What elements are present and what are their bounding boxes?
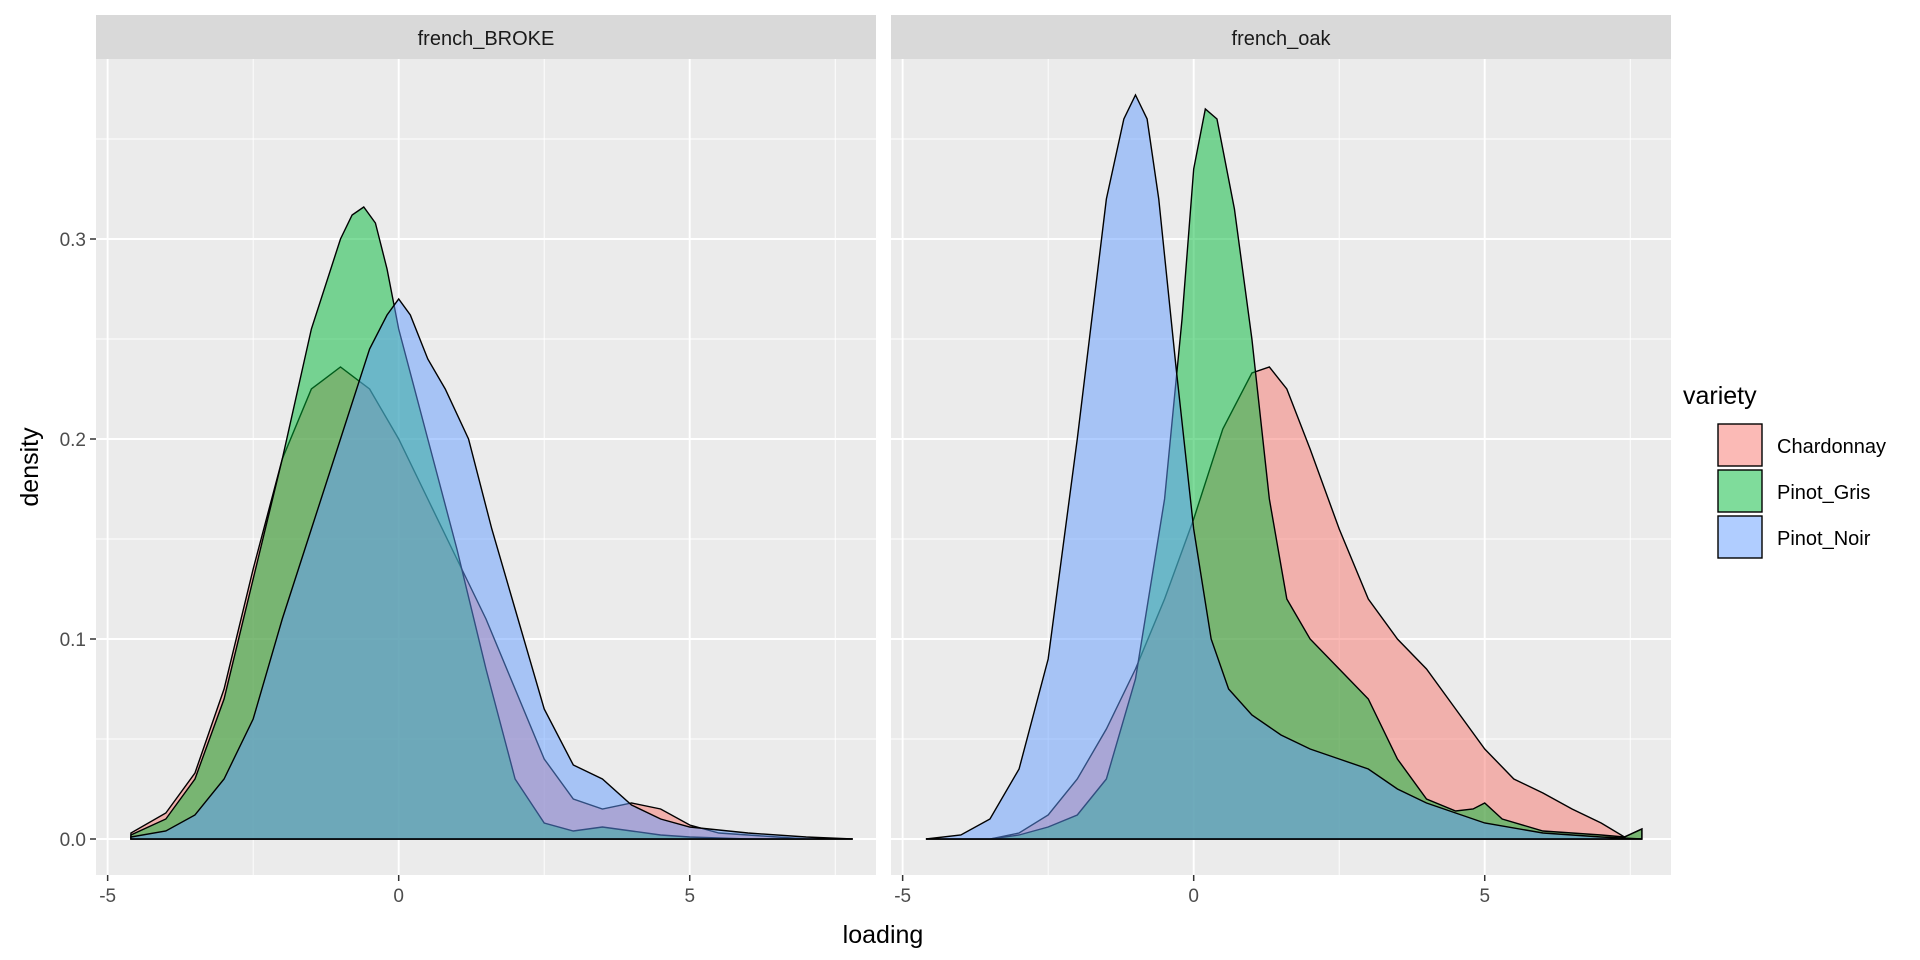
facet-series-french-oak [925,93,1643,840]
x-tick-label: 5 [1479,886,1490,907]
x-tick-label: -5 [99,886,116,907]
facet-strip-french-oak [891,15,1671,59]
legend-key-chardonnay [1717,423,1763,467]
y-axis-ticks: 0.0 0.1 0.2 0.3 [60,230,96,851]
x-tick-label: -5 [894,886,911,907]
facet-strip-label-french-broke: french_BROKE [418,28,555,50]
legend-item-pinot-noir: Pinot_Noir [1717,515,1871,559]
facet-x-ticks-french-oak: -5 0 5 [894,875,1490,907]
facet-french-oak: french_oak -5 0 5 [891,15,1671,907]
legend-label-pinot-gris: Pinot_Gris [1777,482,1870,504]
legend-title: variety [1683,382,1757,410]
x-axis-title: loading [843,921,924,949]
legend-item-chardonnay: Chardonnay [1717,423,1886,467]
y-axis-title: density [16,427,44,507]
y-tick-label: 0.0 [60,830,86,851]
legend: variety Chardonnay Pinot_Gris Pinot_Noir [1683,382,1886,559]
facet-french-broke: french_BROKE -5 0 5 0.0 0.1 0.2 0.3 [60,15,876,907]
y-tick-label: 0.3 [60,230,86,251]
x-tick-label: 0 [1188,886,1199,907]
y-tick-label: 0.1 [60,630,86,651]
facet-series-french-broke [130,206,853,840]
facet-strip-label-french-oak: french_oak [1232,28,1332,50]
density-area-french-broke-pinot-noir [130,297,853,840]
legend-item-pinot-gris: Pinot_Gris [1717,469,1870,513]
facet-strip-french-broke [96,15,876,59]
y-tick-label: 0.2 [60,430,86,451]
legend-key-pinot-gris [1717,469,1763,513]
legend-key-pinot-noir [1717,515,1763,559]
legend-label-pinot-noir: Pinot_Noir [1777,528,1871,550]
x-tick-label: 0 [393,886,404,907]
legend-label-chardonnay: Chardonnay [1777,436,1886,458]
density-area-french-oak-pinot-noir [925,93,1642,840]
x-tick-label: 5 [684,886,695,907]
facet-x-ticks-french-broke: -5 0 5 [99,875,695,907]
